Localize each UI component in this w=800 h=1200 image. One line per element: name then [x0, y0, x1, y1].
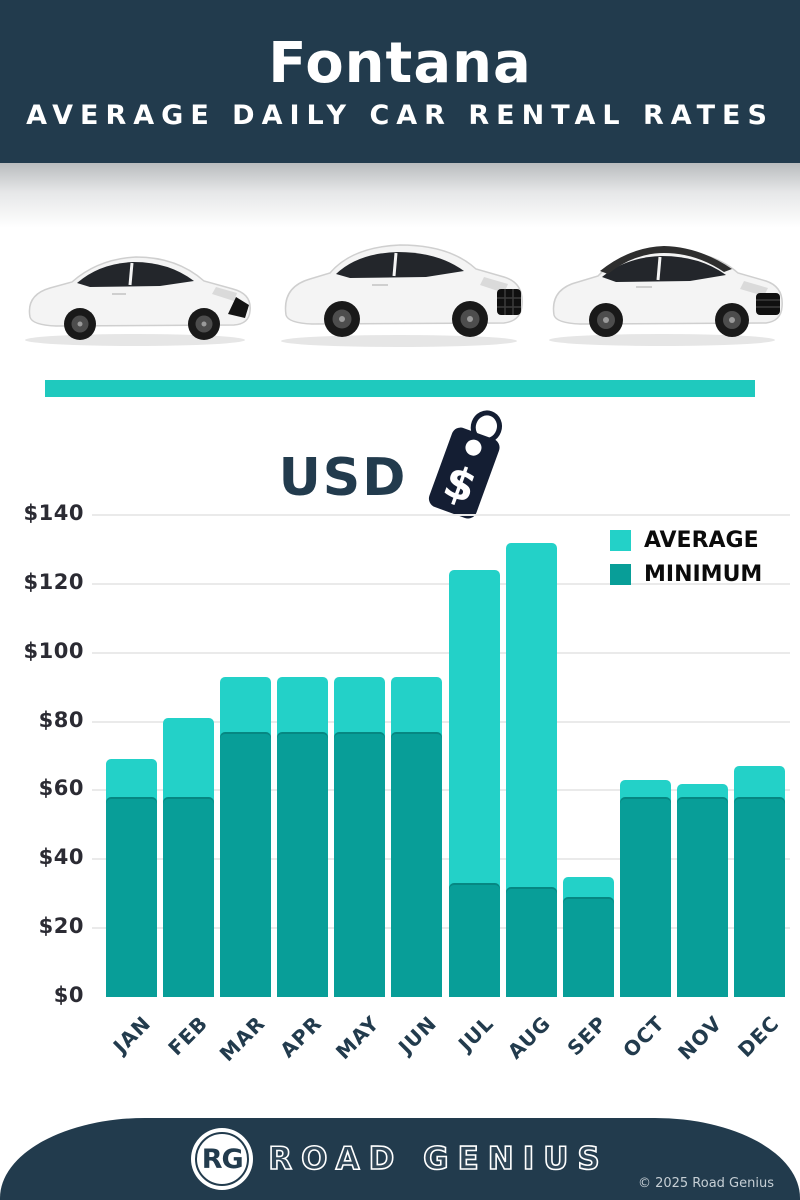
- y-tick-label-140: $140: [23, 501, 84, 525]
- x-label-text-may: MAY: [330, 1011, 384, 1064]
- gridline-120: [92, 582, 790, 585]
- x-label-text-apr: APR: [275, 1011, 327, 1063]
- legend-swatch-minimum: [610, 564, 631, 585]
- currency-banner: USD $: [0, 408, 800, 528]
- x-label-text-feb: FEB: [163, 1011, 213, 1061]
- teal-divider-bar: [45, 380, 755, 397]
- gridline-100: [92, 651, 790, 654]
- x-label-text-aug: AUG: [502, 1011, 556, 1064]
- bar-minimum-may: [334, 731, 386, 997]
- x-label-text-jul: JUL: [453, 1011, 499, 1056]
- page-subtitle: AVERAGE DAILY CAR RENTAL RATES: [26, 100, 774, 131]
- footer-logo-group: RG ROAD GENIUS: [0, 1128, 800, 1190]
- price-tag-icon: $: [429, 410, 503, 519]
- y-tick-label-80: $80: [38, 707, 84, 732]
- bar-minimum-dec: [733, 797, 785, 997]
- x-label-text-jun: JUN: [393, 1011, 441, 1059]
- legend-row-average: AVERAGE: [610, 528, 762, 553]
- x-label-text-nov: NOV: [672, 1011, 727, 1065]
- x-axis-month-labels: JAN FEB MAR APR MAY JUN JUL AUG SEP OCT NOV DEC: [92, 997, 790, 1087]
- x-label-text-sep: SEP: [562, 1011, 613, 1061]
- legend-row-minimum: MINIMUM: [610, 562, 762, 587]
- legend-label-minimum: MINIMUM: [644, 562, 763, 587]
- gridline-140: [92, 514, 790, 516]
- car-suv-image: [281, 244, 523, 347]
- bar-chart: $0 $20 $40 $60 $80 $100 $120 $140 AVERAGE MINIMU…: [24, 501, 790, 1007]
- page-title: Fontana: [268, 31, 532, 96]
- car-images-row: [0, 195, 800, 365]
- y-tick-label-100: $100: [23, 638, 84, 663]
- currency-label: USD: [278, 448, 408, 508]
- bar-minimum-mar: [220, 731, 272, 997]
- bar-minimum-nov: [676, 797, 728, 997]
- legend-label-average: AVERAGE: [644, 528, 759, 553]
- header-shadow-gradient: [0, 163, 800, 228]
- bar-minimum-jun: [391, 731, 443, 997]
- bar-minimum-jan: [106, 797, 158, 997]
- x-label-text-jan: JAN: [108, 1011, 156, 1059]
- y-tick-label-120: $120: [23, 569, 84, 594]
- bar-minimum-sep: [562, 897, 614, 997]
- car-hatchback-image: [25, 256, 251, 346]
- y-tick-label-20: $20: [38, 914, 84, 939]
- bar-minimum-jul: [448, 883, 500, 997]
- brand-name: ROAD GENIUS: [267, 1140, 609, 1178]
- legend-swatch-average: [610, 530, 631, 551]
- x-label-text-dec: DEC: [732, 1011, 784, 1062]
- copyright-text: © 2025 Road Genius: [637, 1176, 774, 1191]
- bar-minimum-oct: [619, 797, 671, 997]
- bar-minimum-apr: [277, 731, 329, 997]
- rg-logo-badge: RG: [191, 1128, 254, 1190]
- y-tick-label-0: $0: [53, 983, 84, 1007]
- bar-minimum-feb: [163, 797, 215, 997]
- rg-logo-ring-icon: [195, 1132, 250, 1186]
- x-label-text-oct: OCT: [618, 1011, 670, 1063]
- header: Fontana AVERAGE DAILY CAR RENTAL RATES: [0, 0, 800, 163]
- chart-legend: AVERAGE MINIMUM: [610, 528, 762, 596]
- y-tick-label-60: $60: [38, 776, 84, 801]
- bar-minimum-aug: [505, 886, 557, 997]
- y-tick-label-40: $40: [38, 845, 84, 870]
- rg-logo-initials: RG: [201, 1143, 244, 1175]
- x-label-text-mar: MAR: [214, 1011, 270, 1066]
- car-suv-dark-roof-image: [549, 246, 783, 346]
- footer: RG ROAD GENIUS © 2025 Road Genius: [0, 1118, 800, 1200]
